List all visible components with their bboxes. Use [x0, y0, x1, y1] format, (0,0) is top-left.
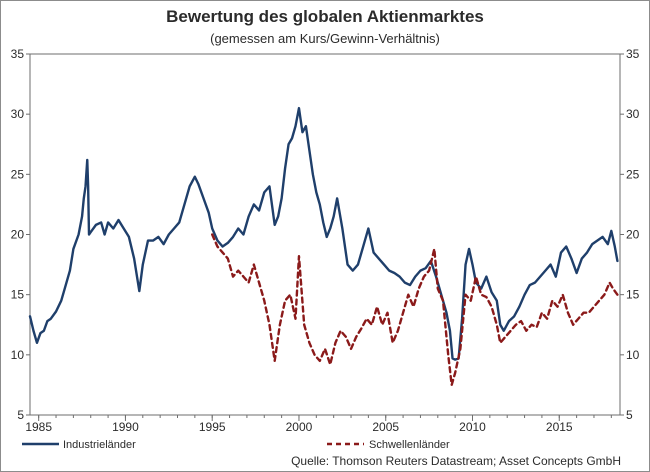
y-tick-label-right: 10: [626, 348, 640, 362]
y-axis-right: 5 10 15 20 25 30 35: [620, 47, 640, 422]
y-tick-label-left: 35: [11, 47, 25, 61]
legend-label-schwellenlaender: Schwellenländer: [369, 439, 450, 451]
y-tick-label-right: 35: [626, 47, 640, 61]
chart-title: Bewertung des globalen Aktienmarktes: [166, 7, 484, 26]
y-tick-label-right: 5: [626, 408, 633, 422]
x-tick-label: 2015: [546, 420, 573, 434]
x-tick-label: 1990: [112, 420, 139, 434]
y-tick-label-right: 25: [626, 167, 640, 181]
series-line-schwellenlaender: [211, 233, 619, 387]
x-tick-label: 2000: [286, 420, 313, 434]
y-tick-label-right: 30: [626, 107, 640, 121]
y-axis-left: 5 10 15 20 25 30 35: [11, 47, 30, 422]
series-line-industrielaender: [28, 106, 619, 361]
y-tick-label-right: 20: [626, 228, 640, 242]
legend-label-industrielaender: Industrieländer: [63, 439, 136, 451]
chart-subtitle: (gemessen am Kurs/Gewinn-Verhältnis): [210, 31, 440, 46]
x-axis: 1985 1990 1995 2000 2005 2010 2015: [25, 415, 612, 434]
x-tick-label: 2005: [372, 420, 399, 434]
y-tick-label-left: 15: [11, 288, 25, 302]
legend: Industrieländer Schwellenländer: [22, 439, 450, 451]
x-tick-label: 1985: [25, 420, 52, 434]
y-tick-label-left: 30: [11, 107, 25, 121]
y-tick-label-right: 15: [626, 288, 640, 302]
y-tick-label-left: 5: [17, 408, 24, 422]
y-tick-label-left: 25: [11, 167, 25, 181]
x-tick-label: 1995: [199, 420, 226, 434]
y-tick-label-left: 10: [11, 348, 25, 362]
series-layer: [28, 106, 619, 387]
source-note: Quelle: Thomson Reuters Datastream; Asse…: [291, 454, 621, 468]
y-tick-label-left: 20: [11, 228, 25, 242]
x-tick-label: 2010: [459, 420, 486, 434]
